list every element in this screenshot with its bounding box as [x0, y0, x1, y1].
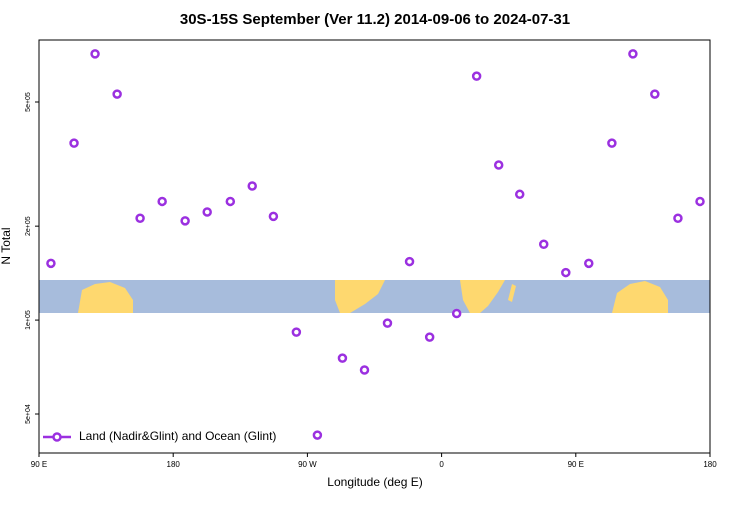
- point: [135, 213, 145, 224]
- point: [628, 49, 638, 59]
- point: [225, 196, 236, 207]
- point: [268, 211, 279, 222]
- map-band: [39, 280, 710, 313]
- chart-title: 30S-15S September (Ver 11.2) 2014-09-06 …: [180, 11, 570, 28]
- x-tick-label: 0: [439, 460, 444, 469]
- point: [312, 430, 323, 440]
- y-tick-label: 2e+05: [25, 216, 32, 236]
- point: [451, 308, 462, 319]
- x-axis-label: Longitude (deg E): [327, 475, 422, 489]
- x-tick-label: 90 E: [31, 460, 47, 469]
- point: [157, 196, 167, 207]
- y-tick-label: 5e+04: [25, 404, 32, 424]
- x-tick-label: 90 W: [298, 460, 317, 469]
- point: [247, 181, 257, 191]
- plot-frame: [38, 39, 711, 454]
- point: [673, 213, 683, 224]
- point: [538, 239, 549, 250]
- point: [650, 89, 660, 99]
- point: [561, 267, 571, 278]
- land: [460, 280, 505, 313]
- point: [359, 365, 370, 375]
- point: [424, 332, 435, 342]
- land: [335, 280, 385, 313]
- land: [612, 281, 668, 313]
- y-axis-label: N Total: [0, 227, 13, 264]
- point: [202, 207, 212, 217]
- point: [404, 256, 415, 267]
- land: [78, 282, 133, 313]
- point: [337, 353, 348, 363]
- point: [471, 71, 482, 81]
- x-tick-label: 90 E: [568, 460, 584, 469]
- point: [46, 258, 56, 269]
- point: [607, 138, 617, 148]
- point: [69, 138, 79, 148]
- point: [382, 318, 393, 328]
- point: [584, 258, 594, 269]
- point: [291, 327, 302, 337]
- x-tick-label: 180: [703, 460, 717, 469]
- legend-label: Land (Nadir&Glint) and Ocean (Glint): [79, 429, 276, 443]
- point: [695, 196, 705, 207]
- point: [112, 89, 122, 99]
- point: [493, 160, 504, 170]
- y-tick-label: 1e+05: [25, 310, 32, 330]
- land: [508, 284, 516, 302]
- point: [90, 49, 100, 59]
- legend-marker: [52, 432, 62, 442]
- y-tick-label: 5e+05: [25, 92, 32, 112]
- x-tick-label: 180: [167, 460, 181, 469]
- point: [180, 216, 190, 226]
- point: [514, 189, 525, 200]
